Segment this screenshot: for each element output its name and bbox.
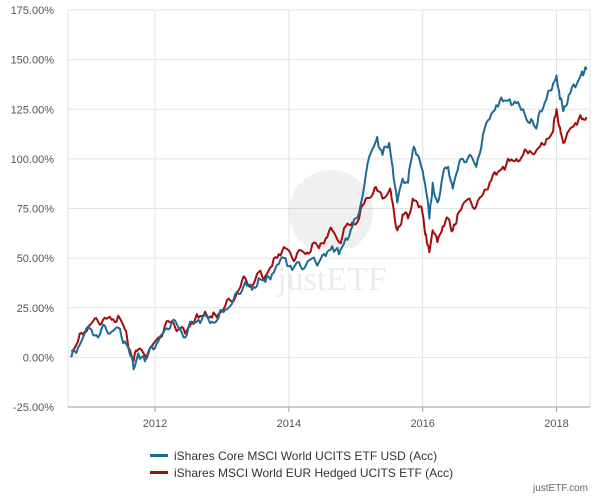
- legend-swatch-blue: [150, 454, 168, 457]
- x-tick-label: 2014: [277, 418, 301, 430]
- legend-label: iShares Core MSCI World UCITS ETF USD (A…: [174, 448, 438, 463]
- y-tick-label: 150.00%: [11, 55, 55, 67]
- y-tick-label: 100.00%: [11, 154, 55, 166]
- legend-label: iShares MSCI World EUR Hedged UCITS ETF …: [174, 465, 454, 480]
- legend-item-eur-hedged[interactable]: iShares MSCI World EUR Hedged UCITS ETF …: [150, 464, 453, 481]
- y-tick-label: 25.00%: [17, 303, 55, 315]
- watermark-text: justETF: [276, 261, 387, 298]
- x-tick-label: 2016: [410, 418, 434, 430]
- y-tick-label: 175.00%: [11, 5, 55, 17]
- x-axis-ticks: 2012 2014 2016 2018: [143, 407, 569, 430]
- x-tick-label: 2012: [143, 418, 167, 430]
- line-chart: justETF -25.00% 0.00% 25.00% 50.00% 75.00% 10…: [11, 5, 591, 430]
- series-line-core-msci-world: [70, 66, 588, 371]
- credit-text: justETF.com: [532, 483, 588, 494]
- legend: iShares Core MSCI World UCITS ETF USD (A…: [150, 447, 453, 481]
- legend-item-core-msci-world[interactable]: iShares Core MSCI World UCITS ETF USD (A…: [150, 447, 453, 464]
- legend-swatch-red: [150, 471, 168, 474]
- y-tick-label: 50.00%: [17, 253, 55, 265]
- y-tick-label: 0.00%: [23, 352, 54, 364]
- y-tick-label: 125.00%: [11, 104, 55, 116]
- grid-lines: [67, 9, 591, 408]
- y-tick-label: -25.00%: [13, 402, 54, 414]
- x-tick-label: 2018: [544, 418, 568, 430]
- y-tick-label: 75.00%: [17, 204, 55, 216]
- series-lines: [70, 66, 588, 371]
- y-axis-ticks: -25.00% 0.00% 25.00% 50.00% 75.00% 100.00% 125…: [11, 5, 55, 414]
